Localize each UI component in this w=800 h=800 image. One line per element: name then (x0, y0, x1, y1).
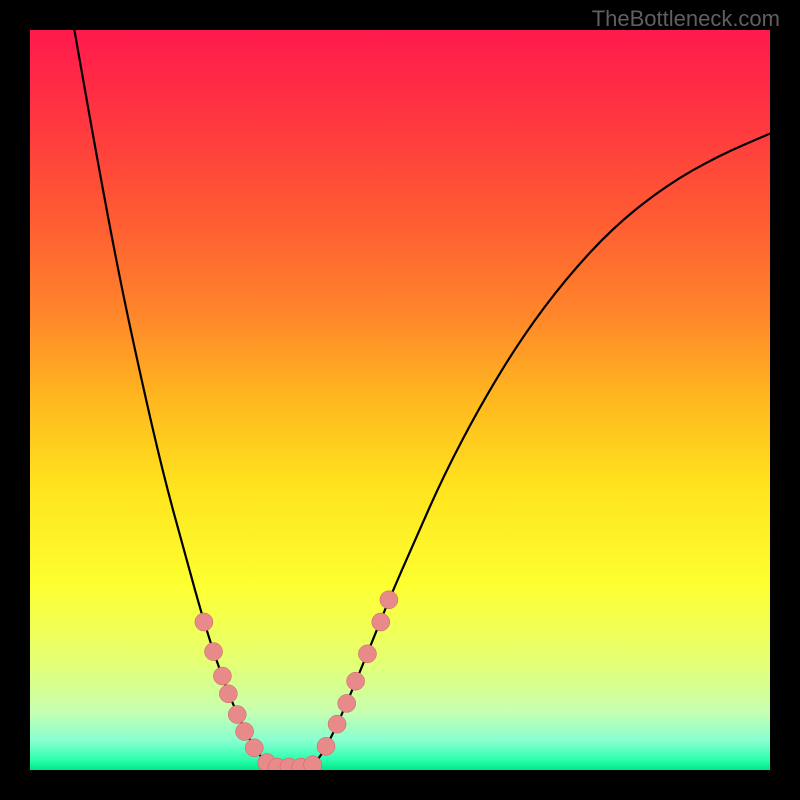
data-marker (205, 643, 223, 661)
data-marker (245, 739, 263, 757)
data-marker (328, 715, 346, 733)
data-marker (380, 591, 398, 609)
gradient-background (30, 30, 770, 770)
data-marker (372, 613, 390, 631)
data-marker (358, 645, 376, 663)
data-marker (338, 694, 356, 712)
data-marker (213, 667, 231, 685)
data-marker (219, 685, 237, 703)
chart-container (30, 30, 770, 770)
data-marker (317, 737, 335, 755)
watermark-text: TheBottleneck.com (592, 6, 780, 32)
data-marker (228, 706, 246, 724)
data-marker (236, 723, 254, 741)
data-marker (195, 613, 213, 631)
data-marker (347, 672, 365, 690)
bottleneck-chart (30, 30, 770, 770)
